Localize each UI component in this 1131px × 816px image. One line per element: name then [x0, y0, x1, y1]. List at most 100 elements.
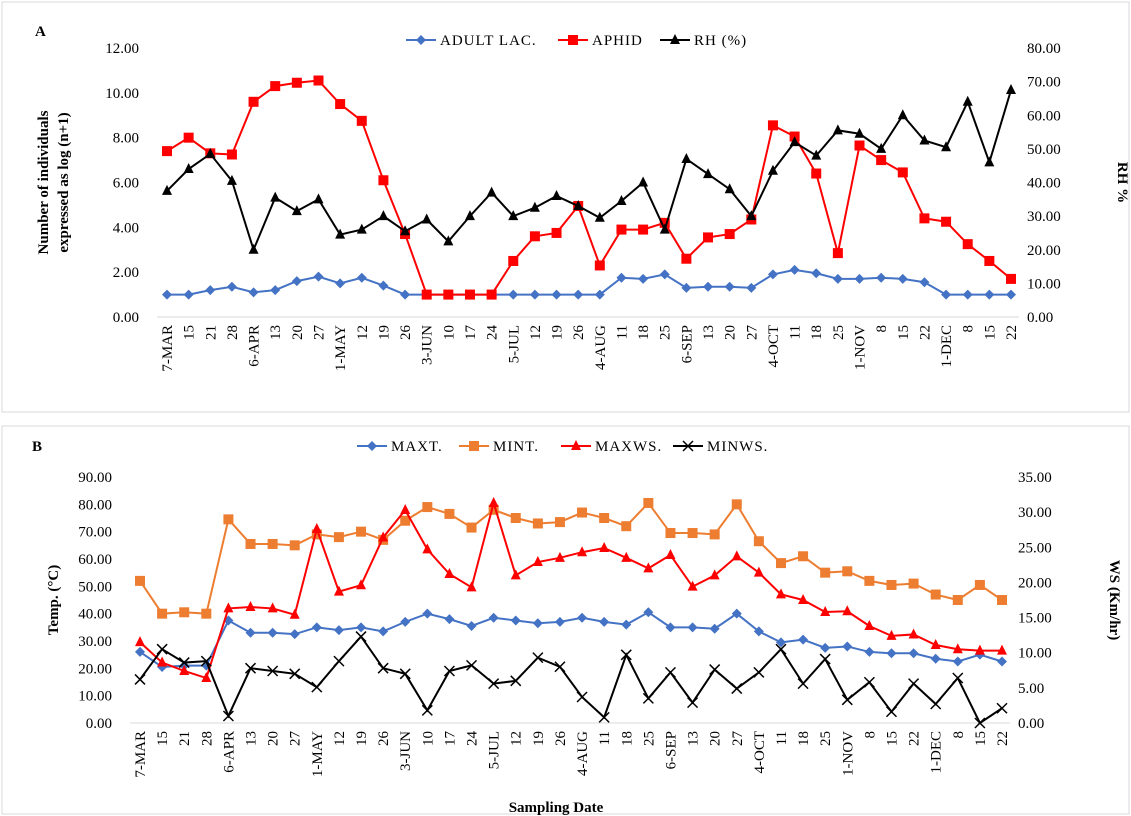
- marker: [746, 210, 757, 221]
- x-tick-label: 4-AUG: [593, 325, 609, 370]
- y-tick-label: 10.00: [105, 86, 139, 102]
- marker: [594, 211, 605, 222]
- marker: [335, 99, 346, 110]
- legend-marker: [568, 35, 578, 45]
- x-tick-label: 22: [995, 731, 1011, 746]
- x-tick-label: 11: [788, 325, 804, 339]
- x-tick-label: 8: [951, 731, 967, 739]
- marker: [908, 628, 919, 639]
- y2-axis-label: RH %: [1114, 162, 1130, 203]
- x-tick-label: 15: [155, 731, 171, 746]
- marker: [135, 636, 145, 647]
- x-tick-label: 18: [809, 325, 825, 340]
- marker: [594, 289, 605, 300]
- marker: [135, 646, 145, 657]
- marker: [997, 656, 1007, 667]
- marker: [532, 652, 544, 664]
- marker: [466, 620, 477, 631]
- marker: [162, 289, 172, 300]
- x-tick-label: 25: [818, 731, 834, 746]
- y-tick-label: 50.00: [78, 579, 112, 595]
- marker: [952, 643, 963, 654]
- marker: [289, 608, 300, 619]
- marker: [919, 213, 930, 224]
- series-line: [139, 611, 1003, 668]
- marker: [665, 549, 676, 560]
- y2-tick-label: 5.00: [1018, 681, 1044, 697]
- marker: [179, 607, 190, 618]
- x-tick-label: 24: [485, 325, 501, 341]
- y-tick-label: 30.00: [78, 634, 112, 650]
- marker: [687, 580, 698, 591]
- marker: [510, 569, 521, 580]
- series-line: [166, 79, 1012, 296]
- legend-label: MAXWS.: [595, 439, 662, 455]
- x-axis-label: Sampling Date: [509, 800, 604, 816]
- marker: [356, 272, 367, 283]
- marker: [464, 210, 475, 221]
- marker: [576, 691, 588, 703]
- x-tick-label: 1-DEC: [929, 731, 945, 774]
- marker: [551, 289, 562, 300]
- y2-axis-label: WS (Km/hr): [1106, 560, 1122, 640]
- x-tick-label: 11: [597, 731, 613, 745]
- marker: [399, 668, 411, 680]
- x-tick-label: 13: [701, 325, 717, 340]
- marker: [443, 289, 454, 300]
- marker: [616, 272, 627, 283]
- marker: [767, 164, 778, 175]
- x-tick-label: 1-DEC: [939, 325, 955, 368]
- legend-label: APHID: [592, 33, 643, 49]
- marker: [665, 622, 676, 633]
- x-tick-label: 22: [917, 325, 933, 340]
- marker: [620, 649, 632, 661]
- marker: [598, 711, 610, 723]
- x-tick-label: 19: [376, 325, 392, 340]
- marker: [724, 281, 735, 292]
- marker: [291, 205, 302, 216]
- x-tick-label: 13: [686, 731, 702, 746]
- marker: [820, 642, 831, 653]
- marker: [313, 271, 324, 282]
- marker: [908, 678, 920, 690]
- y2-tick-label: 20.00: [1027, 243, 1061, 259]
- marker: [201, 672, 212, 683]
- y2-tick-label: 0.00: [1027, 310, 1053, 326]
- marker: [183, 163, 194, 174]
- marker: [270, 191, 281, 202]
- marker: [248, 96, 259, 107]
- y2-tick-label: 70.00: [1027, 75, 1061, 91]
- marker: [599, 541, 610, 552]
- marker: [421, 213, 432, 224]
- x-tick-label: 26: [376, 731, 392, 747]
- marker: [183, 289, 194, 300]
- marker: [444, 614, 455, 625]
- marker: [941, 289, 952, 300]
- marker: [464, 289, 475, 300]
- marker: [245, 627, 256, 638]
- marker: [551, 189, 562, 200]
- x-tick-label: 20: [723, 325, 739, 340]
- y-axis-label: expressed as log (n+1): [56, 112, 72, 252]
- marker: [897, 273, 908, 284]
- x-tick-label: 18: [636, 325, 652, 340]
- panel-label: A: [35, 24, 46, 40]
- marker: [919, 277, 930, 288]
- marker: [687, 697, 699, 709]
- marker: [356, 579, 367, 590]
- marker: [775, 588, 786, 599]
- x-tick-label: 26: [553, 731, 569, 747]
- marker: [356, 622, 367, 633]
- marker: [488, 678, 500, 690]
- series-line: [139, 634, 1003, 725]
- marker: [919, 134, 930, 145]
- marker: [724, 183, 735, 194]
- marker: [842, 605, 853, 616]
- marker: [687, 622, 698, 633]
- x-tick-label: 1-MAY: [310, 731, 326, 777]
- x-tick-label: 28: [199, 731, 215, 746]
- marker: [378, 626, 389, 637]
- legend-marker: [416, 35, 426, 45]
- marker: [508, 255, 519, 266]
- marker: [226, 149, 237, 160]
